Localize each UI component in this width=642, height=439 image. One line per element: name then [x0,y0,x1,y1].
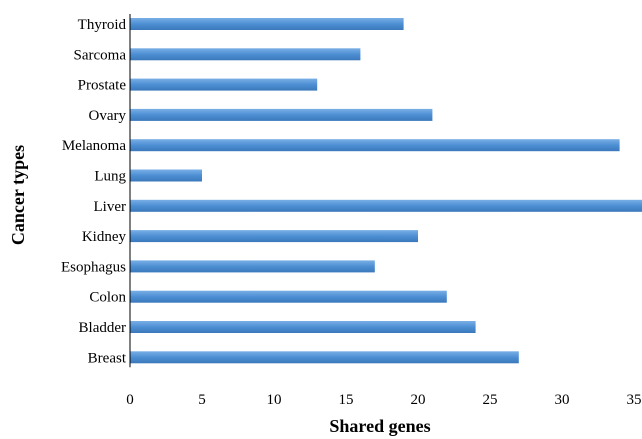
y-axis-title: Cancer types [8,145,28,245]
category-label-kidney: Kidney [82,229,127,245]
category-label-esophagus: Esophagus [61,259,126,275]
x-tick-15: 15 [339,392,354,408]
category-label-bladder: Bladder [79,320,126,336]
bar-breast [130,351,519,364]
x-tick-20: 20 [411,392,426,408]
category-label-colon: Colon [89,290,126,306]
category-label-sarcoma: Sarcoma [74,47,127,63]
category-label-lung: Lung [94,169,126,185]
bar-melanoma [130,139,620,152]
bar-bladder [130,321,476,333]
bar-esophagus [130,260,375,273]
bar-colon [130,290,447,303]
bar-sarcoma [130,48,361,61]
bar-prostate [130,78,318,91]
bar-liver [130,199,642,212]
x-tick-10: 10 [267,392,282,408]
x-tick-labels: 0 5 10 15 20 25 30 35 [126,392,641,408]
bar-ovary [130,108,433,121]
x-tick-0: 0 [126,392,134,408]
x-axis-title: Shared genes [329,416,430,436]
category-labels: Thyroid Sarcoma Prostate Ovary Melanoma Lung L… [61,17,127,366]
category-label-ovary: Ovary [89,108,127,124]
category-label-prostate: Prostate [78,78,127,94]
category-label-breast: Breast [88,350,127,366]
category-label-thyroid: Thyroid [78,17,127,33]
bar-lung [130,169,202,182]
bar-kidney [130,230,418,243]
category-label-melanoma: Melanoma [62,138,126,154]
x-tick-30: 30 [555,392,570,408]
bars-group [130,18,642,364]
x-tick-25: 25 [483,392,498,408]
x-tick-35: 35 [627,392,642,408]
x-tick-5: 5 [198,392,206,408]
bar-thyroid [130,18,404,30]
category-label-liver: Liver [94,199,126,215]
